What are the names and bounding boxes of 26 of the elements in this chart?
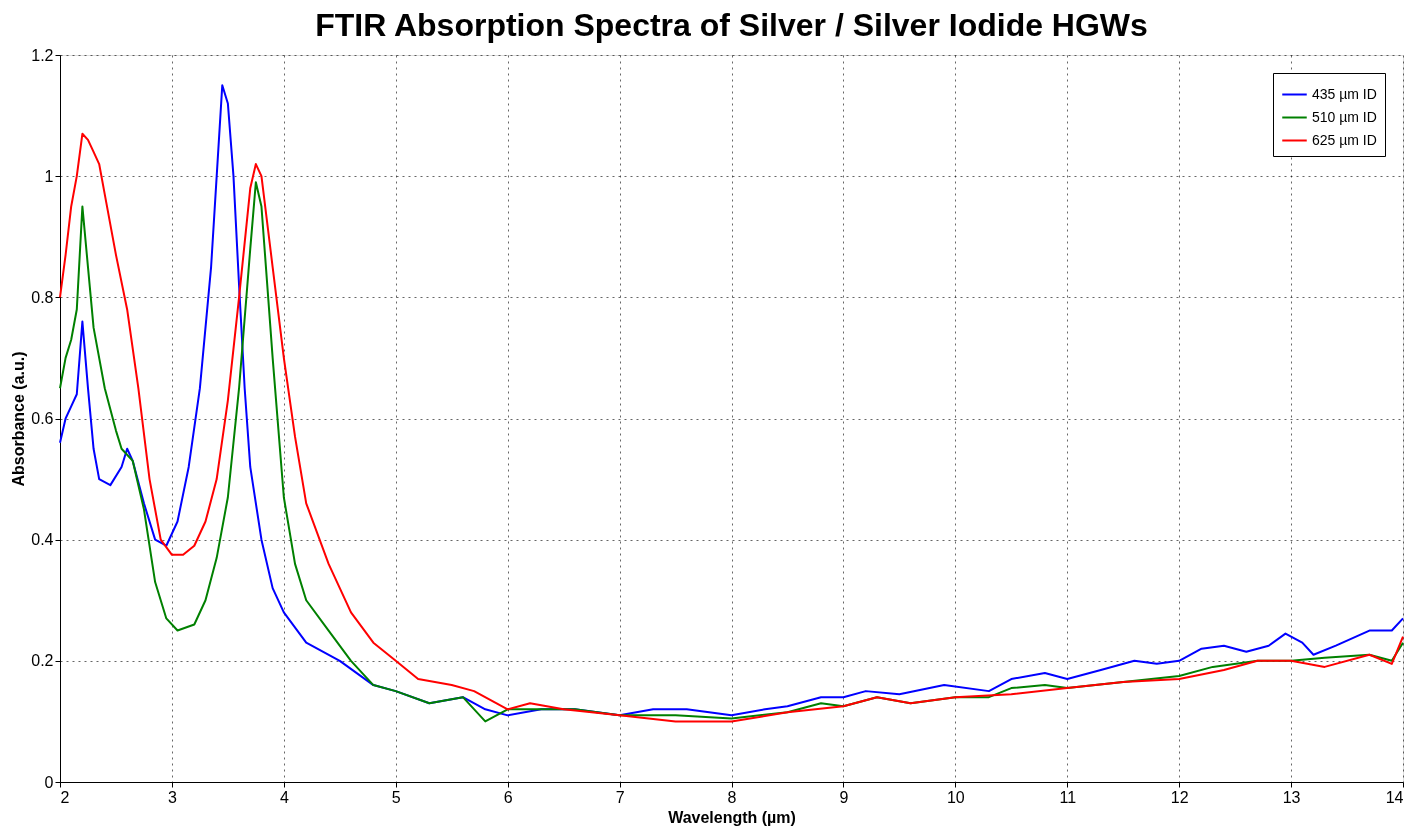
y-tick-label: 0 bbox=[44, 773, 54, 791]
x-tick-label: 4 bbox=[279, 788, 289, 806]
x-tick-label: 14 bbox=[1385, 788, 1404, 806]
x-tick-label: 9 bbox=[839, 788, 849, 806]
x-tick-label: 12 bbox=[1170, 788, 1189, 806]
y-axis-title: Absorbance (a.u.) bbox=[10, 351, 28, 487]
x-tick-label: 8 bbox=[727, 788, 737, 806]
y-tick-label: 0.4 bbox=[31, 531, 54, 549]
y-tick-label: 1.2 bbox=[31, 46, 54, 64]
y-tick-label: 0.2 bbox=[31, 652, 54, 670]
x-axis-title: Wavelength (µm) bbox=[668, 808, 796, 826]
x-tick-label: 10 bbox=[946, 788, 965, 806]
y-tick-label: 0.8 bbox=[31, 288, 54, 306]
x-tick-label: 7 bbox=[615, 788, 625, 806]
y-tick-label: 0.6 bbox=[31, 410, 54, 427]
legend-label: 510 µm ID bbox=[1312, 108, 1377, 125]
x-tick-label: 6 bbox=[503, 788, 513, 806]
x-tick-label: 11 bbox=[1059, 788, 1077, 806]
legend-label: 625 µm ID bbox=[1312, 131, 1377, 148]
y-tick-label: 1 bbox=[44, 167, 54, 185]
x-tick-label: 3 bbox=[167, 788, 177, 806]
x-tick-label: 13 bbox=[1282, 788, 1301, 806]
chart-title: FTIR Absorption Spectra of Silver / Silver Iodide HGWs bbox=[315, 7, 1148, 43]
legend-label: 435 µm ID bbox=[1312, 85, 1377, 102]
x-tick-label: 2 bbox=[60, 788, 70, 806]
x-tick-label: 5 bbox=[391, 788, 401, 806]
